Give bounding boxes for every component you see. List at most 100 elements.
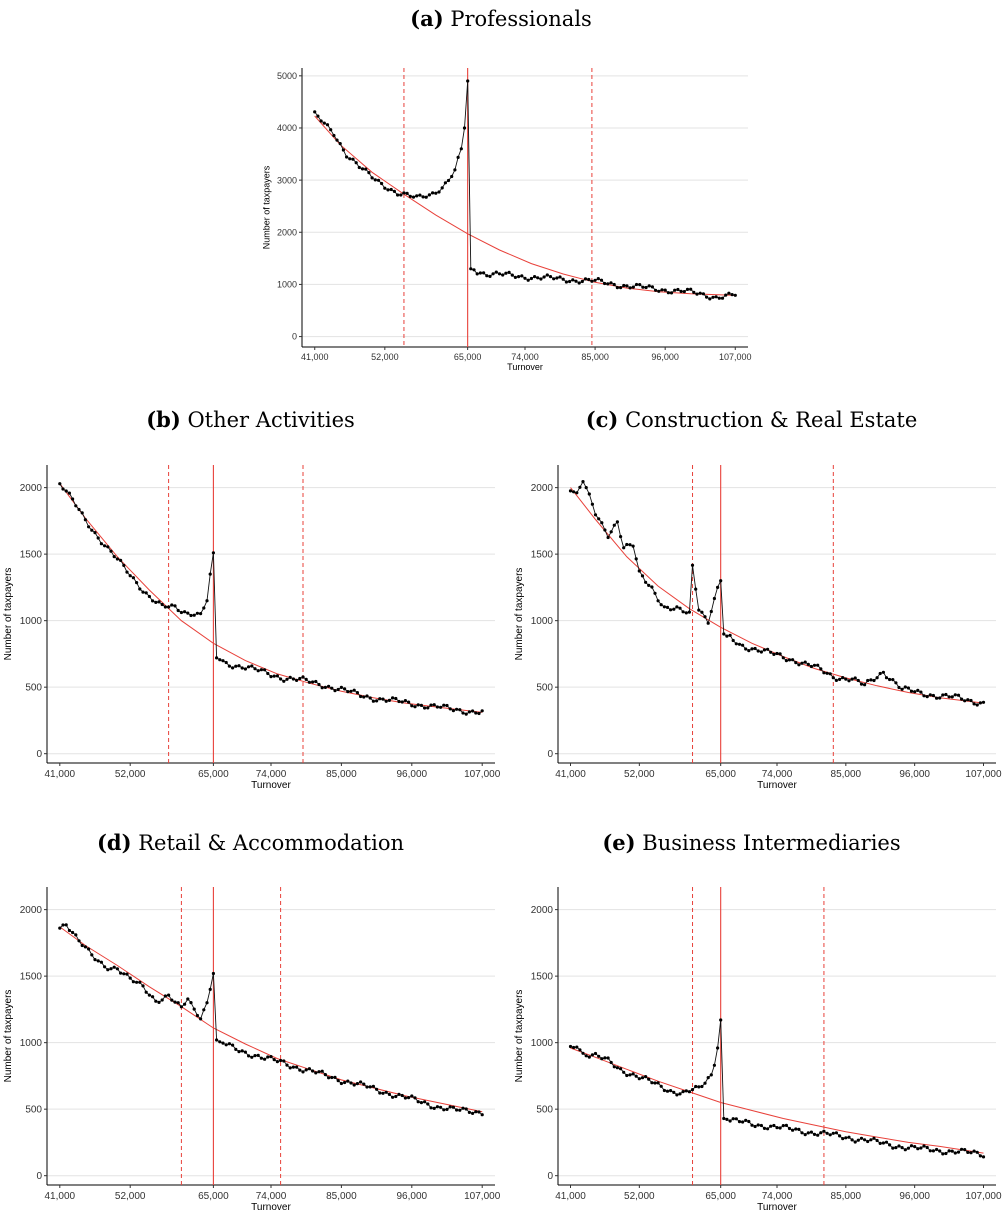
data-point xyxy=(365,1085,369,1089)
data-point xyxy=(381,1091,385,1095)
data-point xyxy=(403,699,407,703)
data-point xyxy=(455,1108,459,1112)
data-point xyxy=(568,489,573,493)
data-point xyxy=(459,147,463,151)
data-point xyxy=(712,596,716,601)
data-point xyxy=(205,1001,209,1005)
data-point xyxy=(471,709,475,713)
data-point xyxy=(634,282,639,287)
data-point xyxy=(115,557,119,561)
data-point xyxy=(510,273,514,277)
data-point xyxy=(387,1092,391,1096)
data-point xyxy=(375,699,379,703)
data-point xyxy=(333,689,337,693)
x-tick-label: 107,000 xyxy=(965,769,1002,780)
data-point xyxy=(497,272,502,276)
data-point xyxy=(450,174,454,179)
data-point xyxy=(482,271,486,275)
data-point xyxy=(647,1077,651,1081)
data-point xyxy=(237,1050,241,1054)
data-point xyxy=(74,933,78,937)
data-point xyxy=(480,709,484,713)
y-tick-label: 500 xyxy=(536,1105,553,1116)
data-point xyxy=(733,293,737,297)
data-point xyxy=(950,695,954,699)
data-point xyxy=(869,678,873,682)
data-point xyxy=(314,679,318,684)
y-tick-label: 1000 xyxy=(277,280,297,290)
data-point xyxy=(875,1138,879,1143)
data-point xyxy=(769,650,773,654)
data-point xyxy=(578,485,582,489)
data-point xyxy=(359,1080,363,1084)
data-point xyxy=(775,1126,779,1130)
data-point xyxy=(392,189,396,193)
chart-panel-e: (e) Business Intermediaries 0 500 1000 1500… xyxy=(501,820,1002,1223)
x-tick-label: 96,000 xyxy=(651,352,679,362)
x-tick-label: 65,000 xyxy=(454,352,482,362)
data-point xyxy=(812,1132,817,1136)
data-point xyxy=(471,1111,475,1115)
fitted-curve xyxy=(570,487,984,704)
data-point xyxy=(762,1126,767,1130)
data-point xyxy=(856,1138,860,1142)
data-point xyxy=(400,700,404,704)
data-point xyxy=(684,1089,688,1093)
x-axis-title: Turnover xyxy=(757,1202,797,1213)
data-point xyxy=(112,965,116,969)
data-point xyxy=(275,674,279,678)
data-point xyxy=(716,585,720,589)
data-point xyxy=(416,703,420,707)
data-point xyxy=(859,1136,864,1140)
data-point xyxy=(189,613,193,618)
data-point xyxy=(875,676,879,680)
data-point xyxy=(279,1058,283,1063)
data-point xyxy=(125,972,129,976)
data-point xyxy=(819,667,823,671)
data-point xyxy=(128,574,132,578)
data-point xyxy=(446,178,451,183)
data-point xyxy=(650,585,654,589)
data-point xyxy=(151,599,155,603)
data-point xyxy=(71,497,75,501)
data-point xyxy=(791,658,795,662)
data-point xyxy=(787,1126,792,1131)
data-point xyxy=(653,1081,657,1085)
data-point xyxy=(881,670,885,674)
data-point xyxy=(285,677,289,681)
data-point xyxy=(122,563,126,567)
data-point xyxy=(413,705,417,709)
data-point xyxy=(941,1152,945,1156)
data-point xyxy=(597,517,601,521)
data-point xyxy=(256,669,260,673)
data-point xyxy=(319,119,323,123)
data-point xyxy=(928,1149,932,1153)
data-point xyxy=(685,287,690,291)
data-point xyxy=(96,959,100,963)
data-point xyxy=(147,993,151,997)
data-point xyxy=(619,286,623,290)
data-point xyxy=(458,708,462,712)
data-point xyxy=(665,605,670,609)
x-tick-label: 85,000 xyxy=(326,1191,357,1202)
chart-title-c: (c) Construction & Real Estate xyxy=(501,407,1002,432)
data-point xyxy=(80,943,84,948)
data-point xyxy=(906,686,910,690)
data-point xyxy=(58,926,62,930)
chart-tag-b: (b) xyxy=(146,407,181,432)
data-point xyxy=(766,1127,770,1131)
data-point xyxy=(711,295,715,299)
data-point xyxy=(600,521,604,525)
data-point xyxy=(828,1133,832,1137)
data-point xyxy=(928,693,932,697)
chart-title-text-a: Professionals xyxy=(450,7,592,31)
data-point xyxy=(87,525,91,529)
data-point xyxy=(631,1072,635,1076)
data-point xyxy=(638,283,642,287)
data-point xyxy=(791,1128,795,1132)
data-point xyxy=(144,591,148,595)
data-point xyxy=(822,1129,826,1133)
data-point xyxy=(504,271,508,275)
data-point xyxy=(913,1145,917,1149)
data-point xyxy=(966,1150,970,1154)
